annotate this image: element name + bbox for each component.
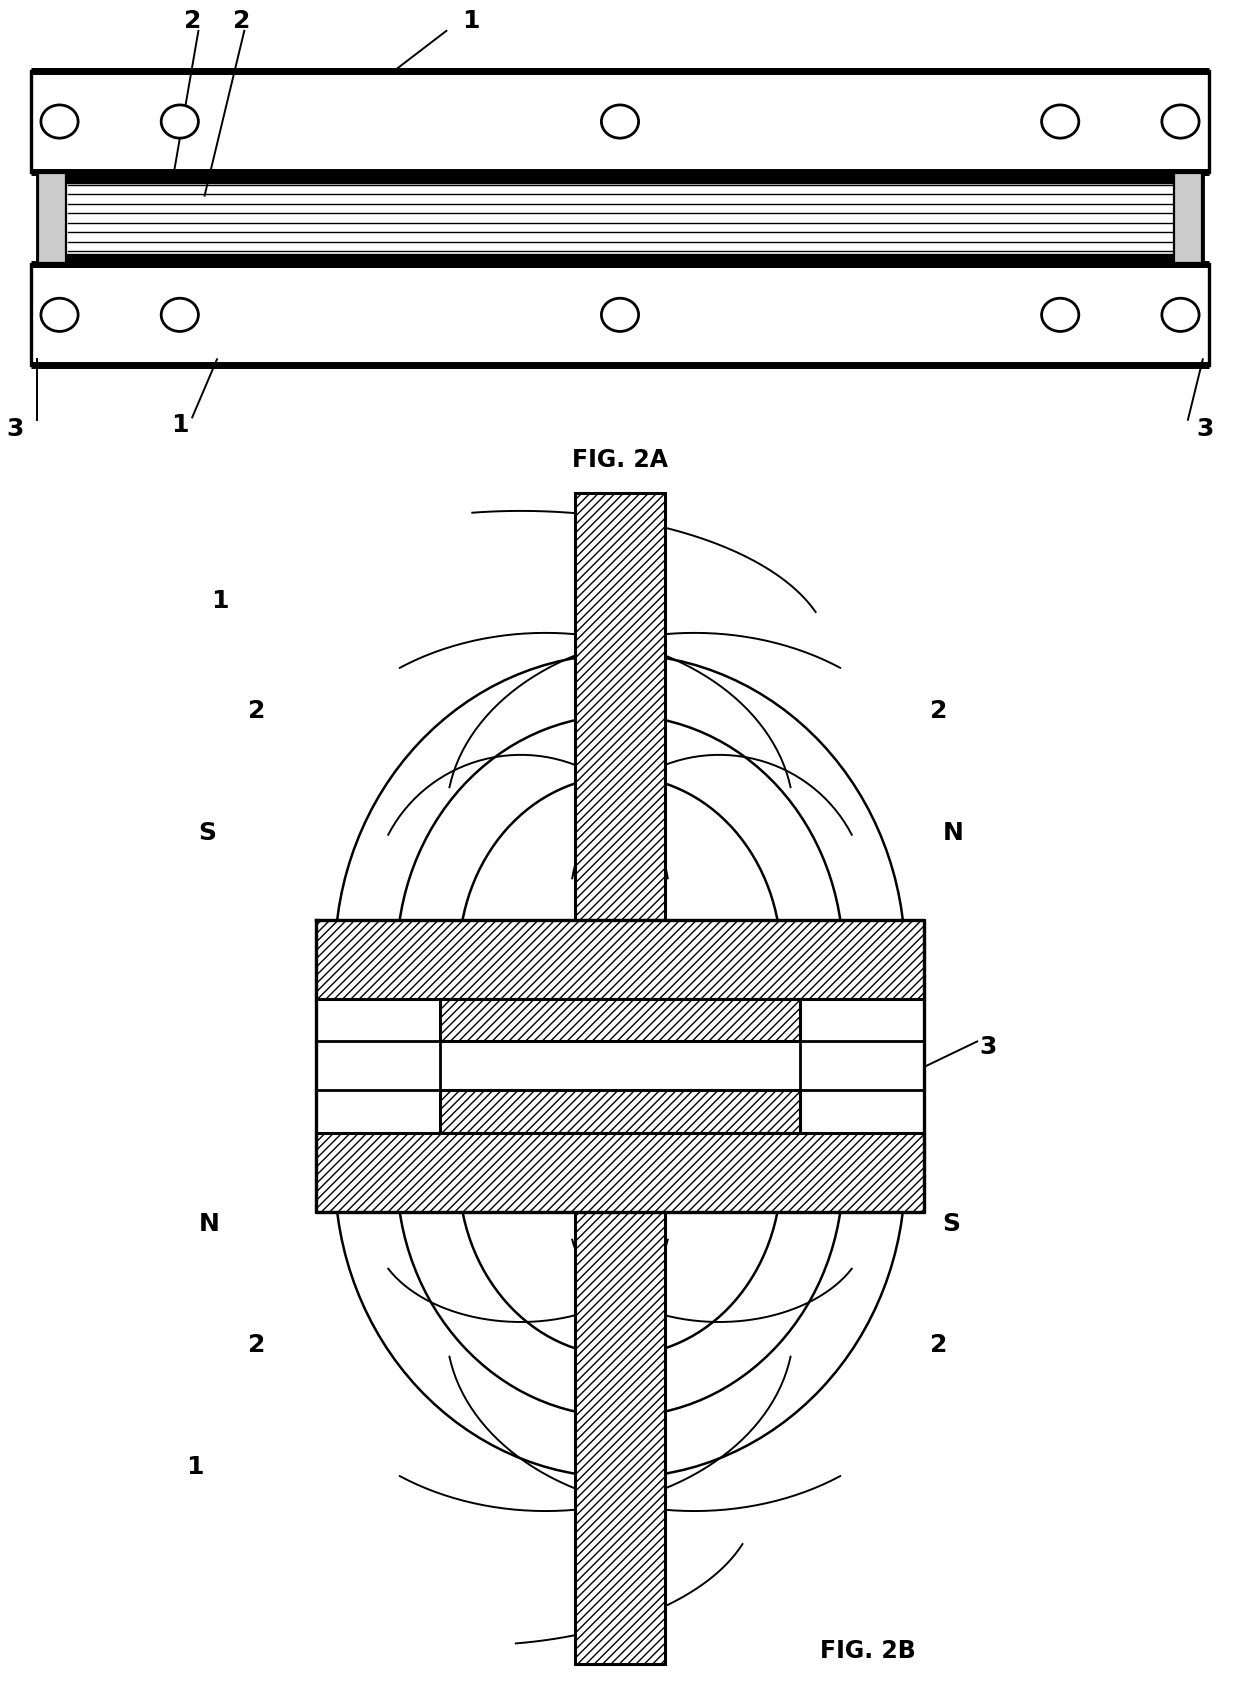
Ellipse shape <box>601 298 639 332</box>
Bar <box>440 999 800 1042</box>
Text: 2: 2 <box>930 1333 947 1357</box>
Bar <box>575 493 665 920</box>
Text: S: S <box>942 1211 961 1235</box>
Text: 2: 2 <box>930 700 947 723</box>
Bar <box>1174 173 1202 263</box>
Bar <box>440 1091 800 1133</box>
Ellipse shape <box>601 105 639 139</box>
Text: 2: 2 <box>248 1333 265 1357</box>
Ellipse shape <box>1162 105 1199 139</box>
Text: 2: 2 <box>233 10 250 34</box>
Text: FIG. 2B: FIG. 2B <box>820 1640 916 1664</box>
Bar <box>575 1213 665 1664</box>
Text: N: N <box>198 1211 219 1235</box>
Ellipse shape <box>41 298 78 332</box>
Bar <box>37 171 1203 264</box>
Bar <box>316 920 924 999</box>
Text: 1: 1 <box>186 1455 203 1479</box>
Text: 3: 3 <box>980 1035 997 1059</box>
Text: 1: 1 <box>463 10 480 34</box>
Ellipse shape <box>161 298 198 332</box>
Text: 2: 2 <box>248 700 265 723</box>
Text: 1: 1 <box>171 413 188 437</box>
Bar <box>316 1133 924 1213</box>
Bar <box>31 71 1209 171</box>
Ellipse shape <box>1162 298 1199 332</box>
Text: S: S <box>198 822 217 845</box>
Text: 3: 3 <box>6 417 24 440</box>
Text: 3: 3 <box>1197 417 1214 440</box>
Ellipse shape <box>1042 105 1079 139</box>
Ellipse shape <box>1042 298 1079 332</box>
Text: FIG. 2A: FIG. 2A <box>572 449 668 473</box>
Text: 2: 2 <box>184 10 201 34</box>
Text: N: N <box>942 822 963 845</box>
Ellipse shape <box>161 105 198 139</box>
Bar <box>31 264 1209 366</box>
Ellipse shape <box>41 105 78 139</box>
Text: 1: 1 <box>211 590 228 613</box>
Bar <box>38 173 66 263</box>
